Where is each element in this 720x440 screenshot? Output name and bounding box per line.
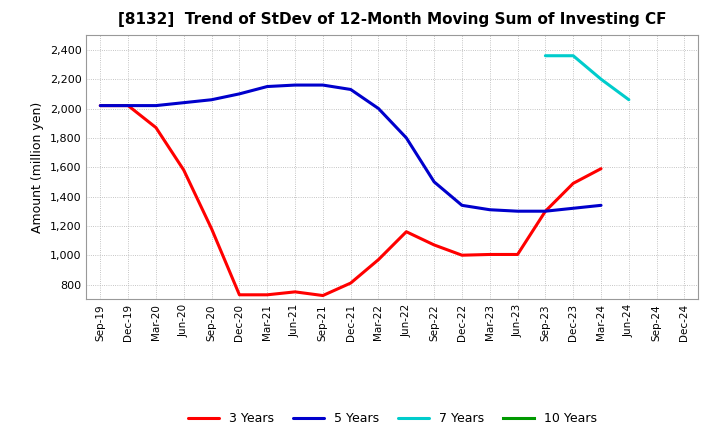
- 5 Years: [263, 84, 271, 89]
- 5 Years: [235, 91, 243, 96]
- 3 Years: [96, 103, 104, 108]
- 3 Years: [569, 181, 577, 186]
- 5 Years: [318, 82, 327, 88]
- 5 Years: [207, 97, 216, 103]
- 3 Years: [291, 289, 300, 294]
- 3 Years: [374, 257, 383, 262]
- 5 Years: [541, 209, 550, 214]
- 5 Years: [513, 209, 522, 214]
- 5 Years: [458, 203, 467, 208]
- 3 Years: [513, 252, 522, 257]
- Y-axis label: Amount (million yen): Amount (million yen): [31, 102, 44, 233]
- 5 Years: [152, 103, 161, 108]
- 3 Years: [179, 168, 188, 173]
- 5 Years: [374, 106, 383, 111]
- 3 Years: [152, 125, 161, 130]
- 5 Years: [96, 103, 104, 108]
- 3 Years: [458, 253, 467, 258]
- 3 Years: [430, 242, 438, 248]
- Title: [8132]  Trend of StDev of 12-Month Moving Sum of Investing CF: [8132] Trend of StDev of 12-Month Moving…: [118, 12, 667, 27]
- 5 Years: [179, 100, 188, 105]
- 3 Years: [263, 292, 271, 297]
- 3 Years: [124, 103, 132, 108]
- 7 Years: [597, 77, 606, 82]
- 3 Years: [597, 166, 606, 171]
- 7 Years: [541, 53, 550, 59]
- 3 Years: [541, 209, 550, 214]
- 5 Years: [346, 87, 355, 92]
- 7 Years: [569, 53, 577, 59]
- 7 Years: [624, 97, 633, 103]
- 5 Years: [485, 207, 494, 213]
- Line: 3 Years: 3 Years: [100, 106, 601, 296]
- 5 Years: [402, 135, 410, 140]
- 3 Years: [318, 293, 327, 298]
- 3 Years: [207, 226, 216, 231]
- 5 Years: [124, 103, 132, 108]
- 3 Years: [402, 229, 410, 235]
- 5 Years: [597, 203, 606, 208]
- 5 Years: [430, 179, 438, 184]
- 5 Years: [569, 205, 577, 211]
- Legend: 3 Years, 5 Years, 7 Years, 10 Years: 3 Years, 5 Years, 7 Years, 10 Years: [183, 407, 602, 430]
- 3 Years: [485, 252, 494, 257]
- 3 Years: [346, 280, 355, 286]
- Line: 7 Years: 7 Years: [546, 56, 629, 100]
- Line: 5 Years: 5 Years: [100, 85, 601, 211]
- 5 Years: [291, 82, 300, 88]
- 3 Years: [235, 292, 243, 297]
